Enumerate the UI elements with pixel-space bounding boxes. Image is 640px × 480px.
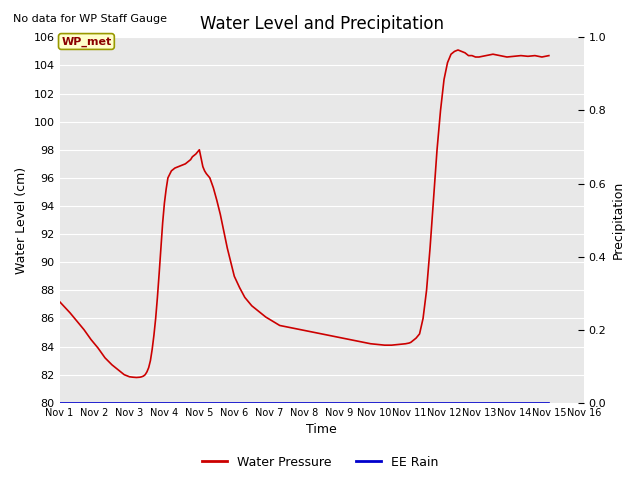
Y-axis label: Precipitation: Precipitation <box>612 181 625 259</box>
Text: WP_met: WP_met <box>61 36 111 47</box>
Legend: Water Pressure, EE Rain: Water Pressure, EE Rain <box>196 451 444 474</box>
Text: No data for WP Staff Gauge: No data for WP Staff Gauge <box>13 14 167 24</box>
Y-axis label: Water Level (cm): Water Level (cm) <box>15 167 28 274</box>
X-axis label: Time: Time <box>307 423 337 436</box>
Title: Water Level and Precipitation: Water Level and Precipitation <box>200 15 444 33</box>
